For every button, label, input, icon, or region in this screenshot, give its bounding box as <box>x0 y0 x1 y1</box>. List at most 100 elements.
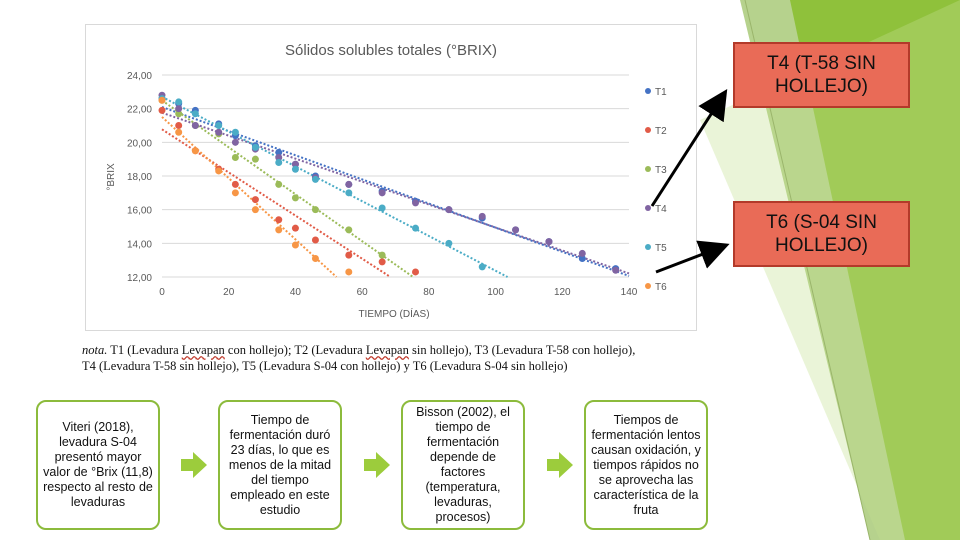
data-point-t4 <box>545 238 553 246</box>
data-point-t3 <box>291 194 299 202</box>
data-point-t4 <box>378 189 386 197</box>
x-axis-label: TIEMPO (DÍAS) <box>358 307 429 320</box>
data-point-t2 <box>158 106 166 114</box>
data-points <box>158 91 620 276</box>
legend-marker-t6 <box>645 283 651 289</box>
legend-label-t4: T4 <box>655 204 667 215</box>
finding-box-1: Viteri (2018), levadura S-04 presentó ma… <box>36 400 160 530</box>
data-point-t4 <box>191 122 199 129</box>
chevron-right-icon <box>181 452 207 478</box>
data-point-t4 <box>345 180 353 188</box>
data-point-t6 <box>191 147 199 155</box>
chart-title: Sólidos solubles totales (°BRIX) <box>285 42 497 59</box>
note-text: T1 (Levadura <box>107 343 182 357</box>
x-tick-label: 140 <box>621 287 638 298</box>
chart-svg: Sólidos solubles totales (°BRIX) 12,00 14… <box>106 42 667 320</box>
legend-label-t3: T3 <box>655 165 667 176</box>
data-point-t4 <box>275 153 283 161</box>
data-point-t6 <box>251 206 259 214</box>
note-line-2: T4 (Levadura T-58 sin hollejo), T5 (Leva… <box>82 359 568 373</box>
data-point-t5 <box>311 175 319 183</box>
note-line-1: nota. T1 (Levadura Levapan con hollejo);… <box>82 342 722 358</box>
data-point-t1 <box>578 254 586 262</box>
y-tick-label: 12,00 <box>127 273 152 284</box>
data-point-t2 <box>291 224 299 232</box>
data-point-t2 <box>412 268 420 276</box>
data-point-t5 <box>478 263 486 271</box>
data-point-t5 <box>291 165 299 173</box>
data-point-t2 <box>345 251 353 259</box>
y-tick-label: 18,00 <box>127 172 152 183</box>
data-point-t3 <box>275 180 283 188</box>
data-point-t5 <box>345 189 353 197</box>
data-point-t5 <box>445 239 453 247</box>
data-point-t6 <box>275 226 283 234</box>
data-point-t2 <box>231 180 239 188</box>
data-point-t6 <box>175 128 183 136</box>
data-point-t4 <box>578 249 586 257</box>
x-tick-label: 40 <box>290 287 302 298</box>
x-tick-label: 0 <box>159 287 165 298</box>
data-point-t6 <box>215 167 223 175</box>
data-point-t2 <box>275 216 283 224</box>
data-point-t5 <box>412 224 420 232</box>
green-band-light <box>700 0 960 540</box>
arrow-to-t6-callout <box>655 240 730 274</box>
data-point-t6 <box>345 268 353 276</box>
data-point-t4 <box>215 128 223 136</box>
legend-marker-t5 <box>645 244 651 250</box>
legend-marker-t4 <box>645 205 651 211</box>
data-point-t4 <box>512 226 520 234</box>
note-text: con hollejo); T2 (Levadura <box>224 343 366 357</box>
data-point-t3 <box>378 251 386 259</box>
data-point-t5 <box>275 159 283 167</box>
data-point-t4 <box>478 212 486 220</box>
data-point-t5 <box>231 128 239 136</box>
data-point-t3 <box>251 155 259 163</box>
x-tick-label: 80 <box>423 287 435 298</box>
legend: T1 T2 T3 T4 T5 T6 <box>645 87 667 293</box>
finding-box-2: Tiempo de fermentación duró 23 días, lo … <box>218 400 342 530</box>
trendline-t6 <box>161 116 338 278</box>
trendline-t2 <box>161 128 391 278</box>
note-text: sin hollejo), T3 (Levadura T-58 con holl… <box>408 343 636 357</box>
legend-label-t5: T5 <box>655 243 667 254</box>
data-point-t4 <box>445 206 453 214</box>
data-point-t4 <box>612 266 620 274</box>
trendline-t3 <box>161 99 414 278</box>
y-tick-label: 16,00 <box>127 206 152 217</box>
arrow-to-t4-callout <box>650 88 728 207</box>
data-point-t2 <box>175 122 183 129</box>
data-point-t5 <box>251 143 259 151</box>
data-point-t2 <box>251 196 259 204</box>
note-text: Levapan <box>365 343 409 357</box>
data-point-t4 <box>231 138 239 146</box>
data-point-t5 <box>215 122 223 129</box>
data-point-t6 <box>158 96 166 104</box>
y-axis-label: °BRIX <box>106 163 117 191</box>
data-point-t4 <box>175 105 183 113</box>
data-point-t6 <box>291 241 299 249</box>
data-point-t3 <box>231 153 239 161</box>
legend-label-t6: T6 <box>655 282 667 293</box>
finding-box-4: Tiempos de fermentación lentos causan ox… <box>584 400 708 530</box>
y-tick-label: 20,00 <box>127 138 152 149</box>
legend-marker-t3 <box>645 166 651 172</box>
chart-note: nota. T1 (Levadura Levapan con hollejo);… <box>82 342 722 374</box>
legend-marker-t2 <box>645 127 651 133</box>
data-point-t6 <box>311 254 319 262</box>
y-tick-label: 14,00 <box>127 239 152 250</box>
x-tick-label: 20 <box>223 287 235 298</box>
x-tick-label: 120 <box>554 287 571 298</box>
data-point-t3 <box>175 110 183 118</box>
data-point-t3 <box>345 226 353 234</box>
trendline-t1 <box>161 106 630 277</box>
chart-panel: Sólidos solubles totales (°BRIX) 12,00 14… <box>85 24 697 331</box>
data-point-t3 <box>311 206 319 214</box>
axes: 12,00 14,00 16,00 18,00 20,00 22,00 24,00 0 20 40… <box>127 71 638 298</box>
data-point-t2 <box>378 258 386 266</box>
data-point-t4 <box>412 199 420 207</box>
chevron-right-icon <box>364 452 390 478</box>
